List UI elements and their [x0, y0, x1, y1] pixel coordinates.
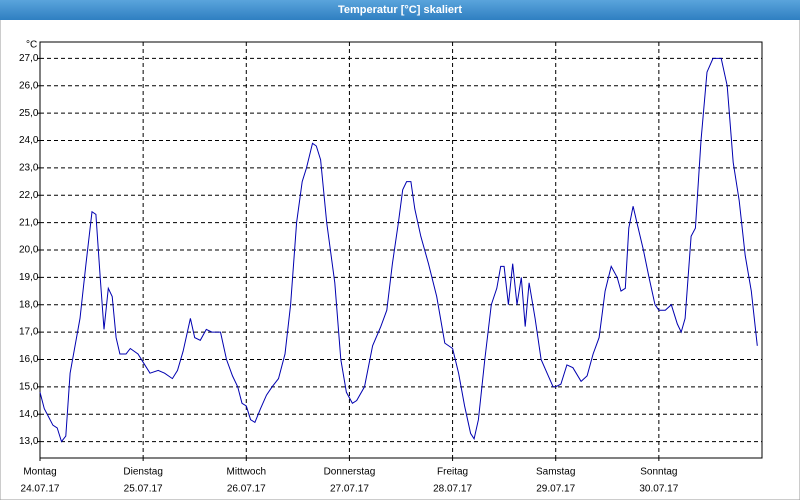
y-tick-label: 22,0 — [19, 190, 39, 201]
y-tick-label: 25,0 — [19, 108, 39, 119]
y-tick-label: 20,0 — [19, 245, 39, 256]
y-tick-label: 16,0 — [19, 354, 39, 365]
y-tick-label: 15,0 — [19, 381, 39, 392]
temperature-line — [39, 57, 758, 443]
x-tick-date: 28.07.17 — [433, 484, 472, 495]
y-tick-label: 26,0 — [19, 80, 39, 91]
y-tick-label: 18,0 — [19, 299, 39, 310]
y-tick-label: 23,0 — [19, 163, 39, 174]
x-tick-date: 26.07.17 — [227, 484, 266, 495]
y-tick-label: 24,0 — [19, 135, 39, 146]
x-tick-date: 25.07.17 — [124, 484, 163, 495]
x-tick-label: Freitag — [437, 467, 468, 478]
x-tick-label: Donnerstag — [324, 467, 376, 478]
x-tick-label: Montag — [23, 467, 56, 478]
x-tick-date: 29.07.17 — [536, 484, 575, 495]
x-tick-date: 30.07.17 — [639, 484, 678, 495]
y-unit-label: °C — [26, 40, 37, 51]
x-tick-label: Samstag — [536, 467, 575, 478]
x-tick-label: Mittwoch — [227, 467, 266, 478]
x-tick-date: 24.07.17 — [21, 484, 60, 495]
x-tick-label: Sonntag — [640, 467, 677, 478]
x-tick-date: 27.07.17 — [330, 484, 369, 495]
y-tick-label: 14,0 — [19, 409, 39, 420]
y-tick-label: 27,0 — [19, 53, 39, 64]
y-tick-label: 19,0 — [19, 272, 39, 283]
y-tick-label: 17,0 — [19, 327, 39, 338]
y-tick-label: 21,0 — [19, 217, 39, 228]
x-tick-label: Dienstag — [123, 467, 162, 478]
title-bar — [0, 0, 800, 20]
y-tick-label: 13,0 — [19, 436, 39, 447]
chart-title: Temperatur [°C] skaliert — [338, 4, 462, 16]
